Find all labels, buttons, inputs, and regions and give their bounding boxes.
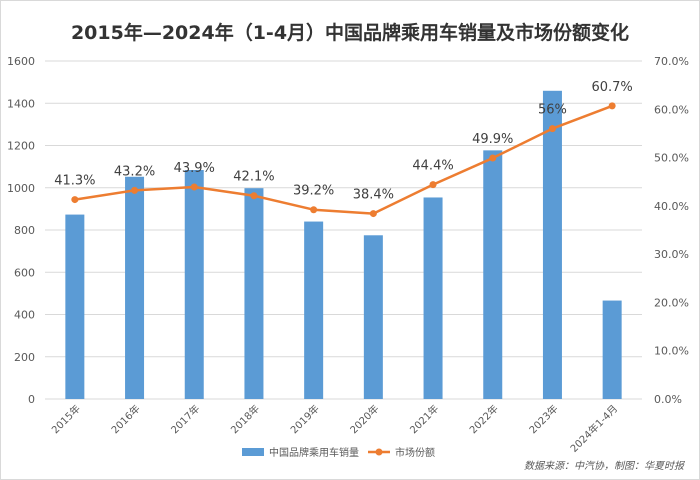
y-left-tick-label: 0: [28, 393, 35, 406]
legend-marker-share: [375, 448, 383, 456]
x-tick-label: 2017年: [168, 402, 202, 436]
legend-swatch-sales: [242, 448, 264, 456]
y-left-tick-label: 200: [14, 351, 35, 364]
x-tick-label: 2023年: [526, 402, 560, 436]
market-share-data-label: 60.7%: [591, 80, 632, 95]
market-share-line: [74, 104, 613, 215]
market-share-data-label: 38.4%: [353, 188, 394, 203]
x-tick-label: 2024年1-4月: [567, 402, 620, 455]
market-share-point: [548, 125, 556, 133]
y-left-tick-label: 400: [14, 309, 35, 322]
chart-title: 2015年—2024年（1-4月）中国品牌乘用车销量及市场份额变化: [70, 22, 630, 44]
y-right-tick-label: 70.0%: [654, 55, 689, 68]
bar-2020年: [363, 235, 383, 399]
market-share-data-label: 44.4%: [412, 159, 453, 174]
x-tick-label: 2015年: [49, 402, 83, 436]
y-left-tick-label: 1600: [7, 55, 35, 68]
data-source-note: 数据来源：中汽协，制图：华夏时报: [524, 461, 684, 472]
y-right-tick-label: 50.0%: [654, 152, 689, 165]
market-share-data-label: 42.1%: [233, 170, 274, 185]
bar-2021年: [423, 197, 443, 399]
y-right-tick-label: 30.0%: [654, 248, 689, 261]
market-share-point: [310, 206, 318, 214]
legend-label-share: 市场份额: [395, 446, 435, 459]
market-share-point: [250, 192, 258, 200]
market-share-data-label: 39.2%: [293, 184, 334, 199]
bar-2019年: [304, 221, 324, 399]
x-tick-label: 2021年: [407, 402, 441, 436]
bar-2016年: [125, 176, 145, 399]
y-left-tick-label: 1400: [7, 97, 35, 110]
y-left-tick-label: 1200: [7, 140, 35, 153]
y-left-tick-label: 800: [14, 224, 35, 237]
x-tick-label: 2022年: [467, 402, 501, 436]
market-share-point: [429, 181, 437, 189]
market-share-data-label: 43.9%: [174, 161, 215, 176]
market-share-point: [369, 210, 377, 218]
bar-2023年: [542, 90, 562, 399]
x-tick-label: 2020年: [347, 402, 381, 436]
bar-2018年: [244, 188, 264, 399]
market-share-point: [489, 154, 497, 162]
market-share-point: [131, 186, 139, 194]
market-share-data-label: 49.9%: [472, 132, 513, 147]
y-left-tick-label: 1000: [7, 182, 35, 195]
market-share-data-label: 56%: [538, 103, 567, 118]
y-right-tick-label: 20.0%: [654, 296, 689, 309]
legend-label-sales: 中国品牌乘用车销量: [269, 446, 359, 459]
x-tick-label: 2016年: [108, 402, 142, 436]
bar-2017年: [184, 170, 204, 399]
market-share-point: [190, 183, 198, 191]
y-right-tick-label: 10.0%: [654, 345, 689, 358]
bar-2015年: [65, 214, 85, 399]
market-share-data-label: 43.2%: [114, 164, 155, 179]
y-right-tick-label: 40.0%: [654, 200, 689, 213]
bar-2024年1-4月: [602, 300, 622, 399]
y-right-tick-label: 0.0%: [654, 393, 682, 406]
x-tick-label: 2019年: [288, 402, 322, 436]
market-share-point: [71, 196, 79, 204]
bar-2022年: [483, 150, 503, 399]
market-share-point: [608, 102, 616, 110]
market-share-data-label: 41.3%: [54, 174, 95, 189]
y-left-tick-label: 600: [14, 266, 35, 279]
x-tick-label: 2018年: [228, 402, 262, 436]
y-right-tick-label: 60.0%: [654, 103, 689, 116]
